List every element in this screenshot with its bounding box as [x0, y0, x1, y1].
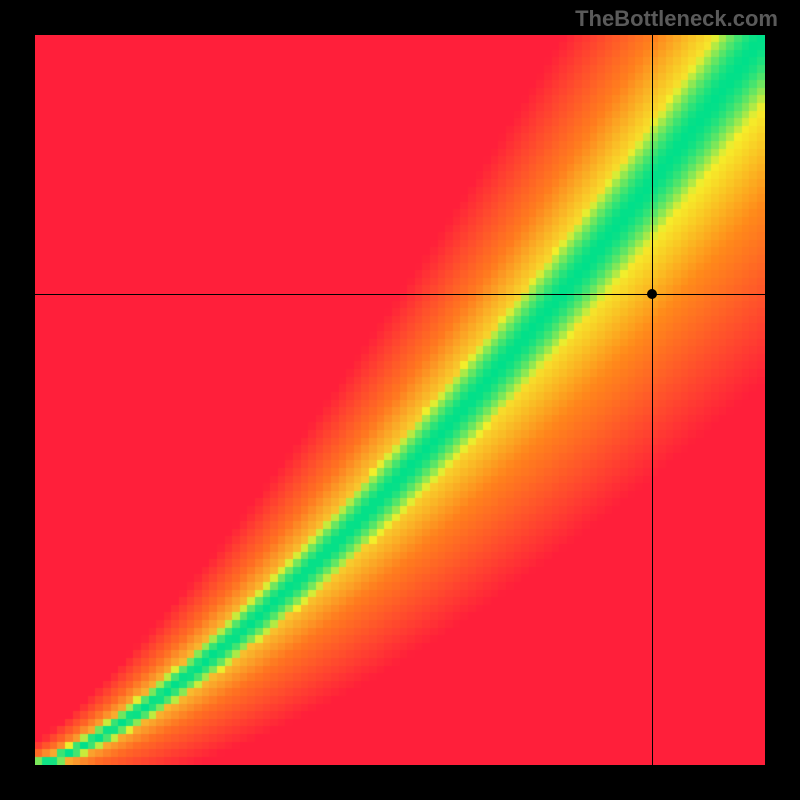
- crosshair-marker-dot: [647, 289, 657, 299]
- bottleneck-heatmap: [35, 35, 765, 765]
- watermark-text: TheBottleneck.com: [575, 6, 778, 32]
- plot-area: [35, 35, 765, 765]
- crosshair-vertical-line: [652, 35, 653, 765]
